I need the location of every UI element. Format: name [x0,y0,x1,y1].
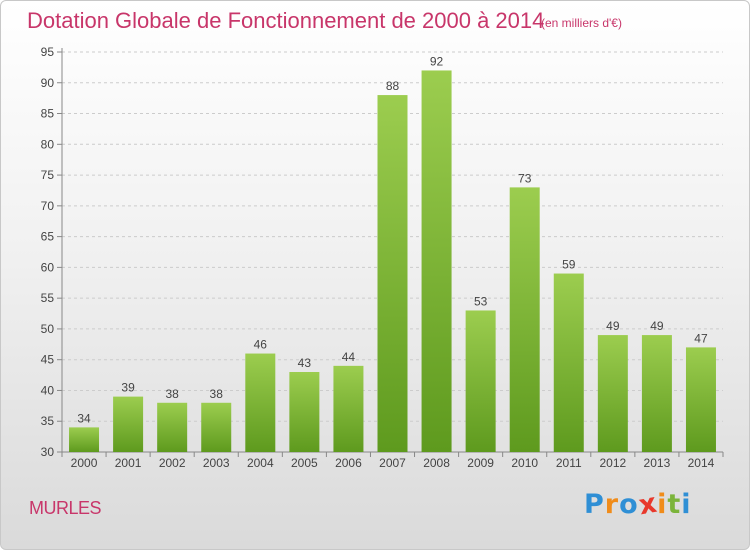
logo-letter: i [681,489,692,520]
data-label: 34 [77,411,91,425]
data-label: 47 [694,331,708,345]
y-tick-label: 95 [41,45,55,59]
data-label: 38 [165,387,179,401]
y-tick-label: 30 [41,445,55,459]
data-label: 59 [562,258,576,272]
x-tick-label: 2013 [644,456,671,470]
bar [333,365,364,452]
x-tick-label: 2004 [247,456,274,470]
x-tick-label: 2011 [556,456,582,470]
y-tick-label: 70 [41,199,55,213]
x-tick-label: 2003 [203,456,230,470]
data-label: 46 [254,338,268,352]
bar [685,347,716,452]
x-tick-label: 2006 [335,456,362,470]
y-tick-label: 55 [41,291,55,305]
x-tick-label: 2009 [467,456,494,470]
x-tick-label: 2008 [423,456,450,470]
x-tick-label: 2014 [688,456,715,470]
axes: 30 35 40 45 50 55 60 65 70 75 80 85 90 95 2000 2001 2002… [41,45,724,470]
data-label: 88 [386,79,400,93]
logo-letter: i [657,489,668,520]
bar [201,402,232,452]
x-tick-label: 2012 [599,456,626,470]
data-label: 92 [430,54,444,68]
bar [113,396,144,452]
data-label: 38 [210,387,224,401]
bar [69,427,100,452]
data-label: 49 [650,319,664,333]
bar [641,335,672,452]
data-label: 43 [298,356,312,370]
y-tick-label: 75 [41,168,55,182]
bar [509,187,540,452]
bar [245,353,276,452]
logo-letter: P [584,489,605,520]
y-tick-label: 90 [41,76,55,90]
y-tick-label: 45 [41,353,55,367]
bars: 34 39 38 38 46 43 44 88 92 53 73 59 49 49 47 [69,54,716,453]
bar [157,402,188,452]
y-tick-label: 80 [41,137,55,151]
data-label: 73 [518,171,532,185]
logo-letter: t [667,489,682,520]
bar [421,70,452,452]
chart-title: Dotation Globale de Fonctionnement de 20… [27,8,545,33]
data-label: 53 [474,294,488,308]
y-tick-label: 65 [41,230,55,244]
bar [377,95,408,453]
commune-name: MURLES [29,498,102,518]
bar [289,372,320,452]
logo-letter: o [619,489,639,520]
data-label: 44 [342,350,356,364]
bar [465,310,496,452]
logo-letter: r [604,489,620,520]
x-tick-label: 2005 [291,456,318,470]
y-tick-label: 85 [41,107,55,121]
bar [553,273,584,452]
y-tick-label: 60 [41,260,55,274]
bar [597,335,628,452]
y-tick-label: 50 [41,322,55,336]
x-tick-label: 2010 [511,456,538,470]
proxiti-logo: Proxiti [584,488,692,522]
y-tick-label: 40 [41,383,55,397]
x-tick-label: 2000 [71,456,98,470]
x-tick-label: 2001 [115,456,142,470]
data-label: 39 [121,381,135,395]
x-tick-label: 2007 [379,456,406,470]
x-tick-label: 2002 [159,456,186,470]
data-label: 49 [606,319,620,333]
unit-label: (en milliers d'€) [541,16,622,30]
y-tick-label: 35 [41,414,55,428]
